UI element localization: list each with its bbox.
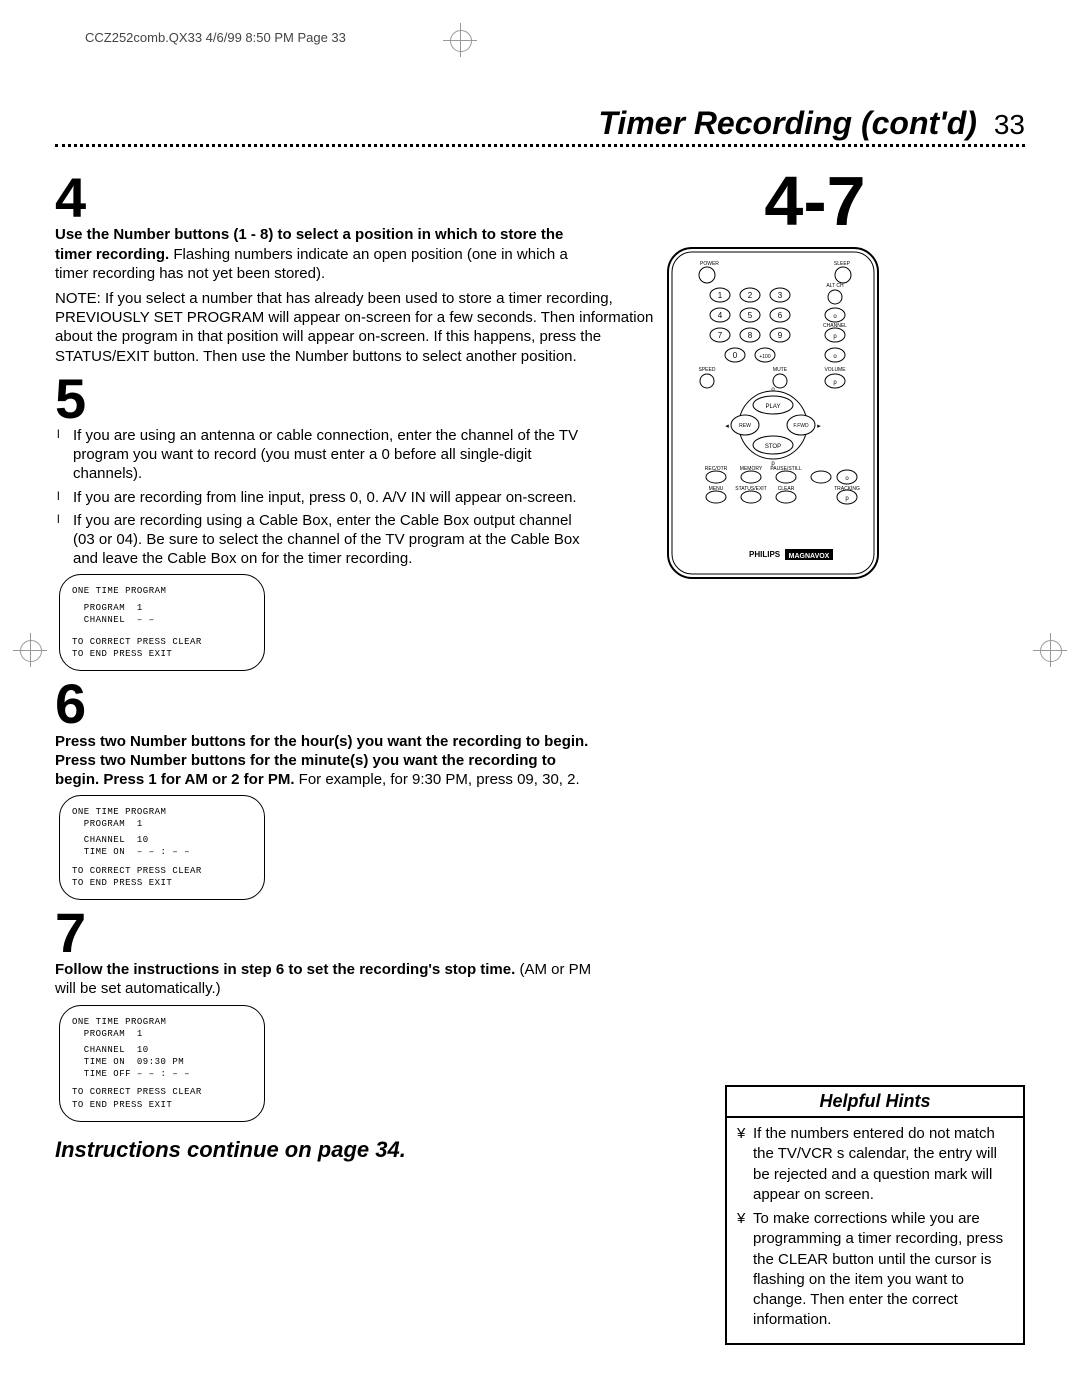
- screen-line: TO CORRECT PRESS CLEAR: [72, 636, 252, 648]
- svg-text:PHILIPS: PHILIPS: [749, 550, 781, 559]
- side-column: 4-7 POWERSLEEP123ALT CH456oCHANNEL789p0+…: [605, 165, 1025, 241]
- svg-text:8: 8: [748, 331, 753, 340]
- screen-line: ONE TIME PROGRAM: [72, 806, 252, 818]
- svg-text:STOP: STOP: [765, 444, 781, 450]
- step-4-note: NOTE: If you select a number that has al…: [55, 289, 695, 366]
- step-6-text: Press two Number buttons for the hour(s)…: [55, 732, 595, 790]
- screen-line: CHANNEL 10: [72, 1044, 252, 1056]
- svg-text:0: 0: [733, 351, 738, 360]
- svg-text:5: 5: [748, 311, 753, 320]
- step-6-number: 6: [55, 679, 595, 729]
- svg-text:◂: ◂: [725, 423, 729, 430]
- screen-line: PROGRAM 1: [72, 602, 252, 614]
- svg-text:6: 6: [778, 311, 783, 320]
- step-6-rest: For example, for 9:30 PM, press 09, 30, …: [295, 771, 580, 788]
- remote-illustration: POWERSLEEP123ALT CH456oCHANNEL789p0+100o…: [665, 245, 885, 590]
- step-5-item-2: If you are recording from line input, pr…: [73, 488, 595, 507]
- screen-line: PROGRAM 1: [72, 1028, 252, 1040]
- svg-text:MUTE: MUTE: [773, 367, 788, 373]
- svg-text:PLAY: PLAY: [766, 404, 781, 410]
- step-7-number: 7: [55, 908, 595, 958]
- svg-text:REW: REW: [739, 423, 751, 429]
- main-column: 4 Use the Number buttons (1 - 8) to sele…: [55, 165, 605, 1164]
- helpful-hints-box: Helpful Hints If the numbers entered do …: [725, 1085, 1025, 1345]
- svg-text:4: 4: [718, 311, 723, 320]
- step-6-screen: ONE TIME PROGRAM PROGRAM 1 CHANNEL 10 TI…: [59, 795, 265, 900]
- step-7-text: Follow the instructions in step 6 to set…: [55, 960, 595, 998]
- screen-line: TIME ON – – : – –: [72, 846, 252, 858]
- step-5-number: 5: [55, 374, 595, 424]
- svg-text:VOLUME: VOLUME: [824, 367, 846, 373]
- screen-line: TO END PRESS EXIT: [72, 1099, 252, 1111]
- svg-text:9: 9: [778, 331, 783, 340]
- screen-line: TIME ON 09:30 PM: [72, 1056, 252, 1068]
- continue-text: Instructions continue on page 34.: [55, 1136, 595, 1164]
- screen-line: TIME OFF – – : – –: [72, 1068, 252, 1080]
- page-number: 33: [994, 109, 1025, 140]
- header-meta: CCZ252comb.QX33 4/6/99 8:50 PM Page 33: [85, 30, 1025, 45]
- step-5-item-3: If you are recording using a Cable Box, …: [73, 511, 595, 569]
- svg-text:SLEEP: SLEEP: [834, 261, 851, 267]
- remote-svg: POWERSLEEP123ALT CH456oCHANNEL789p0+100o…: [665, 245, 885, 585]
- dotted-rule: [55, 144, 1025, 147]
- page-title-row: Timer Recording (cont'd) 33: [55, 105, 1025, 142]
- hint-item-1: If the numbers entered do not match the …: [753, 1124, 1015, 1205]
- screen-line: TO CORRECT PRESS CLEAR: [72, 1086, 252, 1098]
- step-5-item-1: If you are using an antenna or cable con…: [73, 426, 595, 484]
- screen-line: TO END PRESS EXIT: [72, 877, 252, 889]
- svg-text:MAGNAVOX: MAGNAVOX: [789, 553, 830, 560]
- step-5-bullets: If you are using an antenna or cable con…: [55, 426, 595, 568]
- step-4-text: Use the Number buttons (1 - 8) to select…: [55, 225, 595, 283]
- hint-item-2: To make corrections while you are progra…: [753, 1209, 1015, 1331]
- screen-line: CHANNEL 10: [72, 834, 252, 846]
- svg-text:F.FWD: F.FWD: [793, 423, 809, 429]
- page-title: Timer Recording (cont'd): [598, 105, 977, 141]
- svg-text:▸: ▸: [817, 423, 821, 430]
- step-5-screen: ONE TIME PROGRAM PROGRAM 1 CHANNEL – – T…: [59, 574, 265, 671]
- screen-line: TO END PRESS EXIT: [72, 648, 252, 660]
- step-7-bold: Follow the instructions in step 6 to set…: [55, 961, 515, 978]
- svg-text:3: 3: [778, 291, 783, 300]
- manual-page: CCZ252comb.QX33 4/6/99 8:50 PM Page 33 T…: [0, 0, 1080, 1397]
- svg-text:2: 2: [748, 291, 753, 300]
- helpful-hints-list: If the numbers entered do not match the …: [735, 1124, 1015, 1331]
- svg-text:+100: +100: [759, 354, 770, 360]
- svg-text:SPEED: SPEED: [699, 367, 716, 373]
- svg-text:POWER: POWER: [700, 261, 719, 267]
- svg-text:1: 1: [718, 291, 723, 300]
- step-4-number: 4: [55, 173, 595, 223]
- svg-text:7: 7: [718, 331, 723, 340]
- step-7-screen: ONE TIME PROGRAM PROGRAM 1 CHANNEL 10 TI…: [59, 1005, 265, 1122]
- content-area: Timer Recording (cont'd) 33 4 Use the Nu…: [55, 105, 1025, 1164]
- screen-line: ONE TIME PROGRAM: [72, 585, 252, 597]
- svg-text:ALT CH: ALT CH: [826, 283, 844, 289]
- screen-line: TO CORRECT PRESS CLEAR: [72, 865, 252, 877]
- screen-line: ONE TIME PROGRAM: [72, 1016, 252, 1028]
- helpful-hints-title: Helpful Hints: [727, 1087, 1023, 1118]
- sidebar-step-range: 4-7: [605, 161, 1025, 241]
- screen-line: CHANNEL – –: [72, 614, 252, 626]
- screen-line: PROGRAM 1: [72, 818, 252, 830]
